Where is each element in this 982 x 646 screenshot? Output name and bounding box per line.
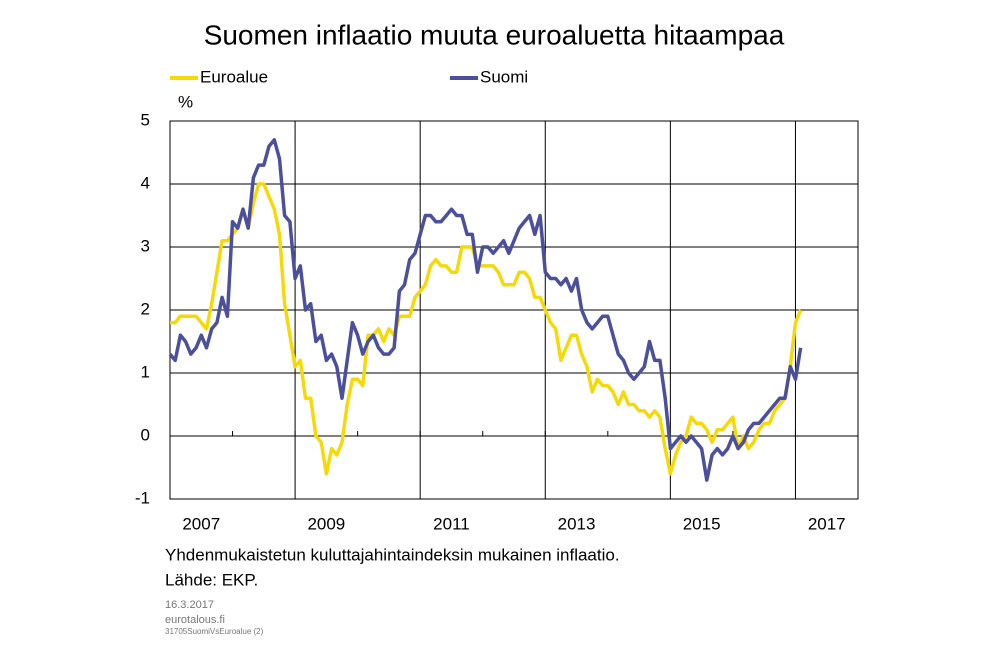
footer: 31705SuomiVsEuroalue (2) bbox=[165, 627, 264, 636]
chart-title: Suomen inflaatio muuta euroaluetta hitaa… bbox=[204, 19, 785, 50]
plot-frame bbox=[169, 120, 859, 500]
y-tick-label: 3 bbox=[141, 236, 150, 255]
x-tick-label: 2009 bbox=[307, 514, 345, 533]
x-tick-label: 2007 bbox=[182, 514, 220, 533]
y-tick-label: -1 bbox=[135, 488, 150, 507]
x-tick-label: 2013 bbox=[558, 514, 596, 533]
x-tick-label: 2011 bbox=[433, 514, 470, 533]
series-line bbox=[168, 138, 803, 482]
x-tick-label: 2015 bbox=[683, 514, 721, 533]
y-tick-label: 1 bbox=[141, 362, 150, 381]
y-tick-label: 5 bbox=[141, 110, 150, 129]
footer: 16.3.2017 bbox=[165, 599, 214, 611]
series-line bbox=[170, 182, 803, 476]
legend-label: Suomi bbox=[480, 67, 528, 86]
y-unit: % bbox=[178, 92, 193, 111]
note: Yhdenmukaistetun kuluttajahintaindeksin … bbox=[165, 545, 620, 564]
note: Lähde: EKP. bbox=[165, 570, 258, 589]
y-tick-label: 0 bbox=[141, 425, 150, 444]
x-tick-label: 2017 bbox=[808, 514, 846, 533]
footer: eurotalous.fi bbox=[165, 614, 225, 626]
y-tick-label: 4 bbox=[141, 173, 150, 192]
legend-label: Euroalue bbox=[200, 67, 268, 86]
y-tick-label: 2 bbox=[141, 299, 150, 318]
